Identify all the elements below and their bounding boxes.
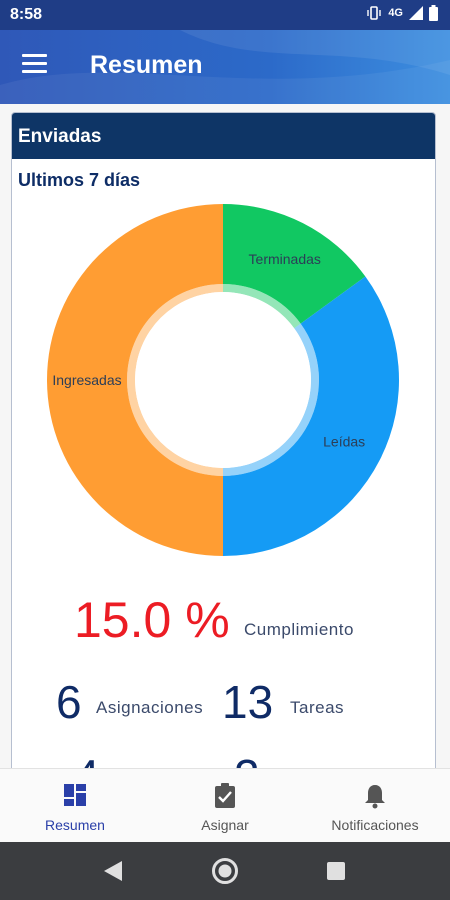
asignaciones-label: Asignaciones bbox=[96, 698, 204, 717]
vibrate-icon bbox=[367, 6, 382, 20]
home-icon[interactable] bbox=[211, 857, 239, 885]
nav-label-asignar: Asignar bbox=[201, 817, 249, 833]
app-bar-background bbox=[0, 30, 450, 104]
status-bar: 8:58 4G bbox=[0, 0, 450, 30]
slice-ingresadas bbox=[47, 204, 223, 556]
donut-chart: Terminadas Leídas Ingresadas bbox=[47, 204, 399, 556]
status-time: 8:58 bbox=[10, 6, 43, 23]
slice-leidas bbox=[223, 276, 399, 556]
cumplimiento-label: Cumplimiento bbox=[244, 620, 354, 639]
stat-value-partial-1: 4 bbox=[74, 749, 100, 768]
slice-inner-leidas bbox=[223, 323, 319, 476]
system-navigation-bar bbox=[0, 842, 450, 900]
status-icons: 4G bbox=[366, 5, 438, 21]
recents-icon[interactable] bbox=[327, 862, 345, 880]
page-title: Resumen bbox=[90, 51, 203, 79]
clipboard-check-icon bbox=[215, 783, 235, 808]
signal-icon bbox=[409, 6, 423, 20]
back-icon[interactable] bbox=[104, 861, 122, 881]
bottom-navigation: Resumen Asignar Notificaciones bbox=[0, 768, 450, 843]
slice-label-ingresadas: Ingresadas bbox=[52, 372, 121, 388]
dashboard-icon bbox=[64, 784, 86, 806]
slice-inner-terminadas bbox=[223, 284, 301, 329]
network-type: 4G bbox=[388, 7, 403, 19]
nav-label-notificaciones: Notificaciones bbox=[331, 817, 419, 833]
battery-icon bbox=[429, 5, 438, 21]
nav-label-resumen: Resumen bbox=[45, 817, 105, 833]
card-header: Enviadas bbox=[12, 113, 435, 159]
slice-terminadas bbox=[223, 204, 366, 324]
cumplimiento-value: 15.0 % bbox=[74, 592, 230, 648]
tareas-label: Tareas bbox=[290, 698, 345, 717]
stat-value-partial-2: 2 bbox=[234, 749, 260, 768]
donut-hole bbox=[135, 292, 311, 468]
nav-item-asignar[interactable]: Asignar bbox=[150, 769, 300, 843]
menu-button[interactable] bbox=[22, 54, 48, 76]
bell-icon bbox=[365, 785, 385, 809]
nav-item-notificaciones[interactable]: Notificaciones bbox=[300, 769, 450, 843]
slice-label-terminadas: Terminadas bbox=[249, 251, 321, 267]
card-header-title: Enviadas bbox=[18, 126, 102, 147]
tareas-value: 13 bbox=[222, 676, 274, 728]
slice-label-leidas: Leídas bbox=[323, 434, 365, 450]
card-subtitle: Ultimos 7 días bbox=[18, 170, 141, 190]
summary-card: Enviadas Ultimos 7 días Terminadas Leídas… bbox=[11, 112, 436, 768]
nav-item-resumen[interactable]: Resumen bbox=[0, 769, 150, 843]
asignaciones-value: 6 bbox=[56, 676, 82, 728]
app-bar: Resumen bbox=[0, 30, 450, 104]
main-content[interactable]: Enviadas Ultimos 7 días Terminadas Leídas… bbox=[0, 104, 450, 768]
